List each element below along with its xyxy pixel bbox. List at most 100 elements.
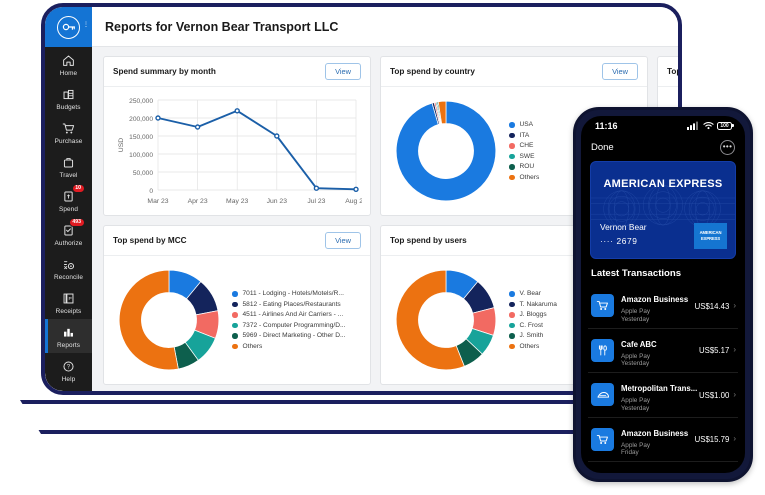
sidebar-item-home[interactable]: Home (45, 47, 92, 81)
sidebar-item-purchase[interactable]: Purchase (45, 115, 92, 149)
transaction-details: Cafe ABC Apple Pay Yesterday (621, 334, 699, 368)
legend-color-dot (232, 343, 238, 349)
donut-chart-country: USA ITA CHE SWE ROU Others (387, 90, 641, 212)
sidebar-label: Spend (59, 206, 78, 213)
sidebar-item-reports[interactable]: Reports (45, 319, 92, 353)
legend-item: V. Bear (509, 290, 557, 297)
transaction-amount: US$14.43 (694, 301, 730, 311)
spend-line-chart-svg: 0 50,000 100,000 150,000 200,000 250,000 Mar 2… (118, 98, 362, 205)
transactions-title: Latest Transactions (591, 268, 682, 279)
legend-label: Others (519, 342, 540, 350)
brand-logo[interactable]: ⋮ (45, 7, 92, 47)
budgets-icon (60, 86, 78, 102)
transaction-merchant: Amazon Business (621, 295, 689, 304)
legend-color-dot (509, 164, 515, 170)
svg-text:0: 0 (149, 188, 153, 195)
more-options-icon[interactable]: ••• (720, 139, 735, 155)
chevron-right-icon[interactable]: › (733, 345, 736, 355)
sidebar-badge: 493 (68, 218, 85, 228)
battery-icon: 100 (717, 121, 734, 130)
svg-text:Jun 23: Jun 23 (267, 198, 288, 205)
sidebar-badge: 10 (71, 184, 85, 194)
reports-icon (60, 324, 78, 340)
card-body: USA ITA CHE SWE ROU Others (381, 87, 647, 215)
transaction-amount: US$15.79 (694, 435, 730, 445)
legend-label: 5812 - Eating Places/Restaurants (242, 300, 341, 308)
transaction-merchant: Metropolitan Trans... (621, 384, 698, 393)
card-title: Top spend by MCC (113, 236, 187, 245)
cart-icon (591, 427, 614, 451)
cart-icon (591, 294, 614, 318)
legend-color-dot (509, 153, 515, 159)
sidebar-item-authorize[interactable]: 493 Authorize (45, 217, 92, 251)
legend-item: 4511 - Airlines And Air Carriers - ... (232, 311, 345, 318)
restaurant-icon (591, 338, 614, 362)
page-header: Reports for Vernon Bear Transport LLC (92, 7, 678, 47)
card-last-digits: ···· 2679 (600, 236, 638, 246)
legend-color-dot (509, 122, 515, 128)
sidebar-item-travel[interactable]: Travel (45, 149, 92, 183)
legend-color-dot (232, 301, 238, 307)
users-donut-svg (395, 269, 497, 371)
legend-item: 5812 - Eating Places/Restaurants (232, 301, 345, 308)
legend-label: 5969 - Direct Marketing - Other D... (242, 332, 346, 340)
wifi-icon (702, 122, 714, 130)
sidebar-item-budgets[interactable]: Budgets (45, 81, 92, 115)
transaction-amount-group: US$15.79 › (694, 434, 736, 445)
card-top-spend-mcc: Top spend by MCC View 7011 - Lodging - H… (103, 225, 371, 385)
transaction-method: Apple Pay (621, 308, 651, 315)
card-header: Top spend by MCC View (104, 226, 370, 256)
transaction-details: Amazon Business Apple Pay Friday (621, 423, 695, 457)
donut-chart-users: V. Bear T. Nakaruma J. Bloggs C. Frost J. Sm… (387, 259, 641, 381)
chevron-right-icon[interactable]: › (733, 300, 736, 310)
view-button-mcc[interactable]: View (325, 232, 361, 249)
status-time: 11:16 (595, 120, 618, 131)
svg-text:200,000: 200,000 (129, 116, 153, 123)
view-button-country[interactable]: View (602, 63, 638, 80)
transaction-amount: US$5.17 (698, 346, 730, 356)
receipt-icon: P (60, 290, 78, 306)
svg-text:250,000: 250,000 (129, 98, 153, 105)
card-body: 7011 - Lodging - Hotels/Motels/R... 5812 … (104, 256, 370, 384)
legend-color-dot (509, 291, 515, 297)
chevron-right-icon[interactable]: › (733, 389, 736, 399)
svg-text:USD: USD (118, 138, 125, 152)
legend-color-dot (509, 343, 515, 349)
reconcile-icon (60, 256, 78, 272)
legend-color-dot (509, 143, 515, 149)
legend-users: V. Bear T. Nakaruma J. Bloggs C. Frost J. Sm… (509, 290, 557, 350)
transaction-row[interactable]: Amazon Business Apple Pay Friday US$15.79 › (588, 418, 738, 462)
transaction-row[interactable]: Metropolitan Trans... Apple Pay Yesterday U… (588, 373, 738, 418)
sidebar-item-receipts[interactable]: P Receipts (45, 285, 92, 319)
transaction-row[interactable]: Cafe ABC Apple Pay Yesterday US$5.17 › (588, 329, 738, 373)
svg-text:Jul 23: Jul 23 (307, 198, 325, 205)
phone-screen: 11:16 100 Done ••• (581, 116, 745, 473)
transaction-amount-group: US$5.17 › (698, 345, 736, 356)
sidebar-label: Home (59, 70, 78, 77)
done-button[interactable]: Done (591, 141, 614, 153)
view-button-spend-summary[interactable]: View (325, 63, 361, 80)
card-body: 0 50,000 100,000 150,000 200,000 250,000 Mar 2… (104, 87, 370, 215)
legend-label: C. Frost (519, 321, 543, 329)
card-spend-summary: Spend summary by month View 0 50,000 100,0… (103, 56, 371, 216)
transaction-row[interactable]: Amazon Business Apple Pay Yesterday US$14.4… (588, 284, 738, 329)
amex-logo-line2: EXPRESS (700, 235, 721, 241)
legend-label: ITA (519, 131, 530, 139)
transaction-method: Apple Pay (621, 352, 651, 360)
legend-label: J. Bloggs (519, 311, 547, 319)
card-title: Top spend by country (390, 67, 475, 76)
amex-card[interactable]: AMERICAN EXPRESS Vernon Bear ···· 2679 A… (590, 161, 736, 259)
sidebar-label: Receipts (55, 308, 82, 315)
svg-text:P: P (69, 296, 72, 302)
sidebar-label: Purchase (54, 138, 83, 145)
sidebar-item-reconcile[interactable]: Reconcile (45, 251, 92, 285)
sidebar-label: Help (61, 376, 76, 383)
signal-icon (687, 121, 698, 130)
sidebar-item-spend[interactable]: 10 Spend (45, 183, 92, 217)
svg-text:May 23: May 23 (226, 198, 249, 205)
transaction-date: Yesterday (621, 404, 650, 412)
spend-icon: 10 (60, 184, 85, 204)
legend-label: ROU (519, 163, 535, 171)
chevron-right-icon[interactable]: › (733, 434, 736, 444)
sidebar-item-help[interactable]: ? Help (45, 353, 92, 387)
